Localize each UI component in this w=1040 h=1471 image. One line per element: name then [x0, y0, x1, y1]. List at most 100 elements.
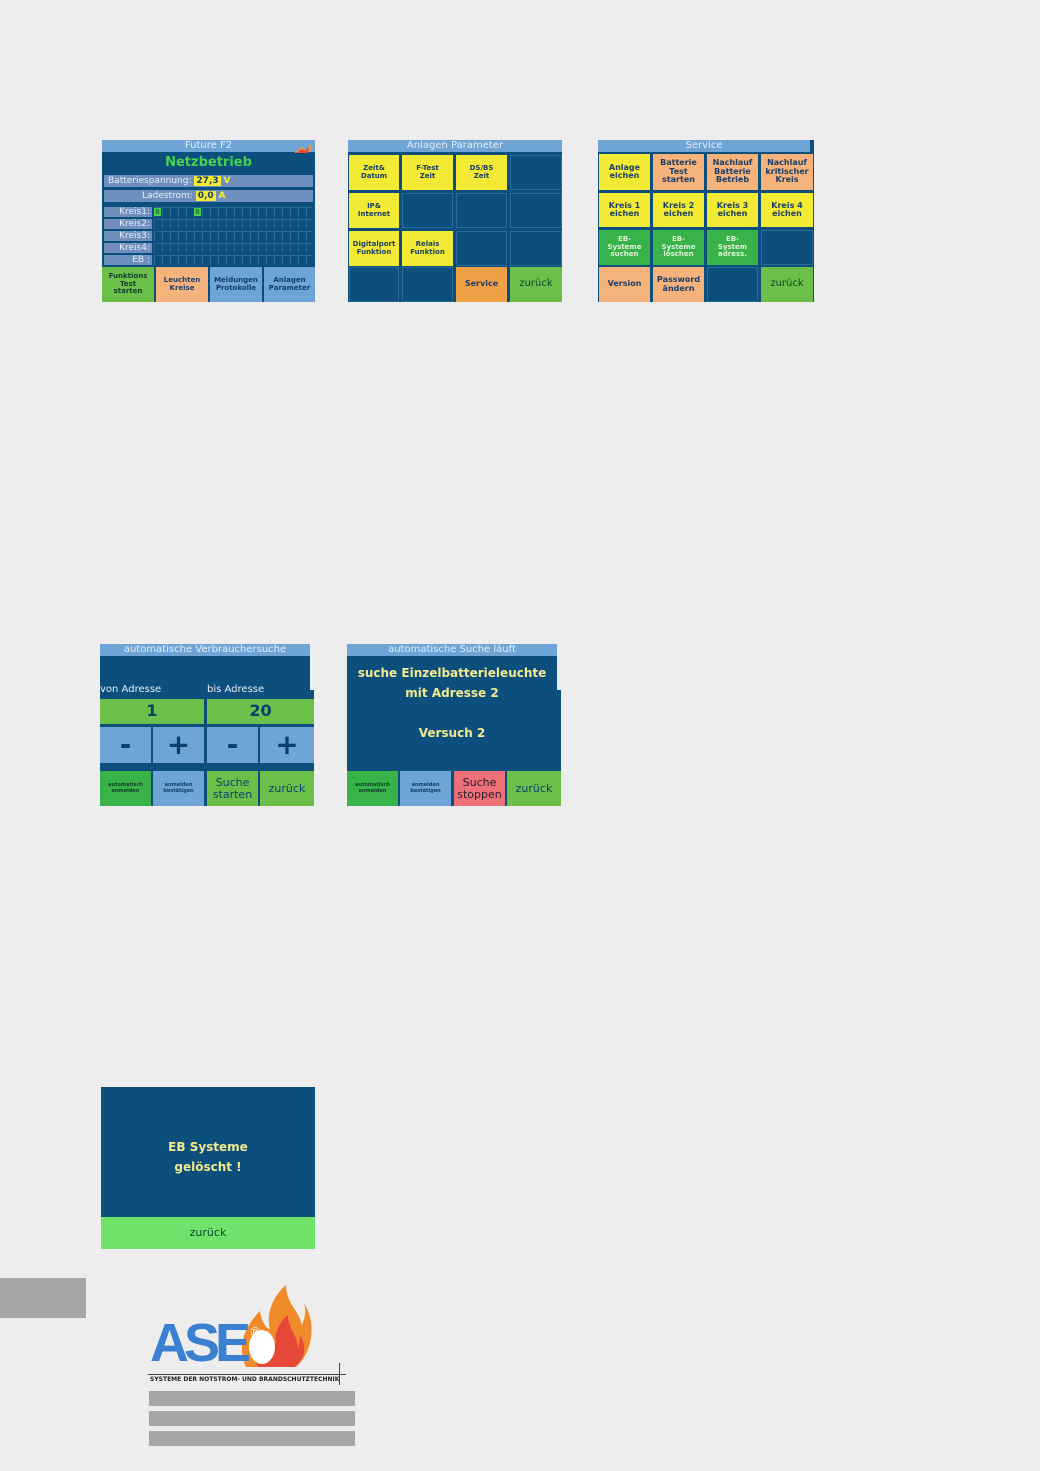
- relais-funktion-button[interactable]: Relais Funktion: [402, 231, 453, 266]
- charge-unit: A: [218, 191, 226, 201]
- decor-bar: [149, 1431, 355, 1446]
- page-tab: [0, 1278, 86, 1318]
- screen-suche-laeuft: automatische Suche läuft suche Einzelbat…: [347, 644, 561, 806]
- flame-icon: [241, 1285, 312, 1367]
- kreis2-eichen-button[interactable]: Kreis 2 eichen: [653, 193, 704, 227]
- screen-future-f2: Future F2 Netzbetrieb Batteriespannung: …: [102, 140, 315, 302]
- kreis1-marker: 8: [194, 208, 201, 216]
- row-grid-eb: [154, 255, 312, 265]
- empty-cell: [349, 267, 399, 302]
- scrollbar[interactable]: [310, 644, 314, 690]
- suche-stoppen-button[interactable]: Suche stoppen: [454, 771, 505, 806]
- battery-unit: V: [223, 176, 231, 186]
- to-address-label: bis Adresse: [207, 684, 265, 695]
- row-label-kreis1: Kreis1:: [104, 207, 152, 217]
- anmelden-bestaetigen-button[interactable]: anmelden bestätigen: [400, 771, 451, 806]
- decor-bar: [149, 1391, 355, 1406]
- digitalport-funktion-button[interactable]: Digitalport Funktion: [349, 231, 399, 266]
- charge-value: 0,0: [195, 191, 216, 201]
- search-line-2: mit Adresse 2: [405, 686, 499, 700]
- version-button[interactable]: Version: [599, 267, 650, 302]
- empty-cell: [510, 231, 562, 266]
- row-grid-kreis3: [154, 231, 312, 241]
- row-label-kreis4: Kreis4:: [104, 243, 152, 253]
- service-button[interactable]: Service: [456, 267, 507, 302]
- to-minus-button[interactable]: -: [207, 727, 258, 763]
- zurueck-button[interactable]: zurück: [761, 267, 813, 302]
- to-address-value: 20: [207, 699, 314, 724]
- tagline: SYSTEME DER NOTSTROM- UND BRANDSCHUTZTEC…: [150, 1376, 340, 1383]
- battery-value: 27,3: [194, 176, 221, 186]
- zurueck-button[interactable]: zurück: [101, 1217, 315, 1249]
- confirmation-message: EB Systeme gelöscht !: [168, 1140, 248, 1174]
- screen-service: Service Anlage eichen Batterie Test star…: [598, 140, 814, 302]
- zurueck-button[interactable]: zurück: [507, 771, 561, 806]
- automatisch-anmelden-button[interactable]: automatisch anmelden: [100, 771, 151, 806]
- to-plus-button[interactable]: +: [260, 727, 314, 763]
- row-grid-kreis4: [154, 243, 312, 253]
- screen-anlagen-parameter: Anlagen Parameter Zeit& Datum F-Test Zei…: [348, 140, 562, 302]
- flame-logo-icon: [294, 143, 312, 153]
- screen-title: automatische Suche läuft: [347, 644, 557, 656]
- eb-systeme-loeschen-button[interactable]: EB- Systeme löschen: [653, 230, 704, 265]
- empty-cell: [510, 155, 562, 190]
- empty-cell: [402, 193, 453, 228]
- password-aendern-button[interactable]: Password ändern: [653, 267, 704, 302]
- empty-cell: [456, 193, 507, 228]
- row-grid-kreis1: [154, 207, 312, 217]
- battery-row: Batteriespannung: 27,3 V: [104, 175, 313, 187]
- nachlauf-kritischer-button[interactable]: Nachlauf kritischer Kreis: [761, 154, 813, 190]
- zurueck-button[interactable]: zurück: [510, 267, 562, 302]
- search-line-1: suche Einzelbatterieleuchte: [357, 666, 547, 680]
- screen-title: automatische Verbrauchersuche: [100, 644, 310, 656]
- zeit-datum-button[interactable]: Zeit& Datum: [349, 155, 399, 190]
- ip-internet-button[interactable]: IP& Internet: [349, 193, 399, 228]
- meldungen-protokolle-button[interactable]: Meldungen Protokolle: [210, 267, 262, 302]
- kreis4-eichen-button[interactable]: Kreis 4 eichen: [761, 193, 813, 227]
- from-address-label: von Adresse: [100, 684, 162, 695]
- screen-title: Future F2: [102, 140, 315, 152]
- batterie-test-button[interactable]: Batterie Test starten: [653, 154, 704, 190]
- row-label-eb: EB :: [104, 255, 152, 265]
- screen-title: Service: [598, 140, 810, 152]
- nachlauf-batterie-button[interactable]: Nachlauf Batterie Betrieb: [707, 154, 758, 190]
- screen-title: Anlagen Parameter: [348, 140, 562, 152]
- screen-verbrauchersuche: automatische Verbrauchersuche von Adress…: [100, 644, 314, 806]
- zurueck-button[interactable]: zurück: [260, 771, 314, 806]
- f-test-zeit-button[interactable]: F-Test Zeit: [402, 155, 453, 190]
- charge-label: Ladestrom:: [142, 191, 193, 201]
- decor-bar: [149, 1411, 355, 1426]
- leuchten-kreise-button[interactable]: Leuchten Kreise: [156, 267, 208, 302]
- anmelden-bestaetigen-button[interactable]: anmelden bestätigen: [153, 771, 204, 806]
- eb-systeme-suchen-button[interactable]: EB- Systeme suchen: [599, 230, 650, 265]
- charge-row: Ladestrom: 0,0 A: [104, 190, 313, 202]
- suche-starten-button[interactable]: Suche starten: [207, 771, 258, 806]
- from-address-value: 1: [100, 699, 204, 724]
- empty-cell: [761, 230, 813, 265]
- kreis1-eichen-button[interactable]: Kreis 1 eichen: [599, 193, 650, 227]
- funktions-test-button[interactable]: Funktions Test starten: [102, 267, 154, 302]
- kreis3-eichen-button[interactable]: Kreis 3 eichen: [707, 193, 758, 227]
- battery-label: Batteriespannung:: [108, 176, 192, 186]
- row-grid-kreis2: [154, 219, 312, 229]
- status-text: Netzbetrieb: [165, 155, 252, 170]
- ase-logo: ASE ® SYSTEME DER NOTSTROM- UND BRANDSCH…: [148, 1285, 358, 1397]
- automatisch-anmelden-button[interactable]: automatisch anmelden: [347, 771, 398, 806]
- scrollbar[interactable]: [557, 644, 561, 690]
- anlagen-parameter-button[interactable]: Anlagen Parameter: [264, 267, 315, 302]
- empty-cell: [510, 193, 562, 228]
- anlage-eichen-button[interactable]: Anlage eichen: [599, 154, 650, 190]
- registered-mark: ®: [249, 1325, 261, 1339]
- ds-bs-zeit-button[interactable]: DS/BS Zeit: [456, 155, 507, 190]
- empty-cell: [707, 267, 758, 302]
- from-minus-button[interactable]: -: [100, 727, 151, 763]
- kreis1-marker: 8: [154, 208, 161, 216]
- screen-eb-geloescht: EB Systeme gelöscht ! zurück: [101, 1087, 315, 1249]
- eb-system-adress-button[interactable]: EB- System adress.: [707, 230, 758, 265]
- empty-cell: [402, 267, 453, 302]
- from-plus-button[interactable]: +: [153, 727, 204, 763]
- attempt-text: Versuch 2: [418, 726, 486, 740]
- row-label-kreis2: Kreis2:: [104, 219, 152, 229]
- row-label-kreis3: Kreis3:: [104, 231, 152, 241]
- logo-cross: [339, 1363, 340, 1385]
